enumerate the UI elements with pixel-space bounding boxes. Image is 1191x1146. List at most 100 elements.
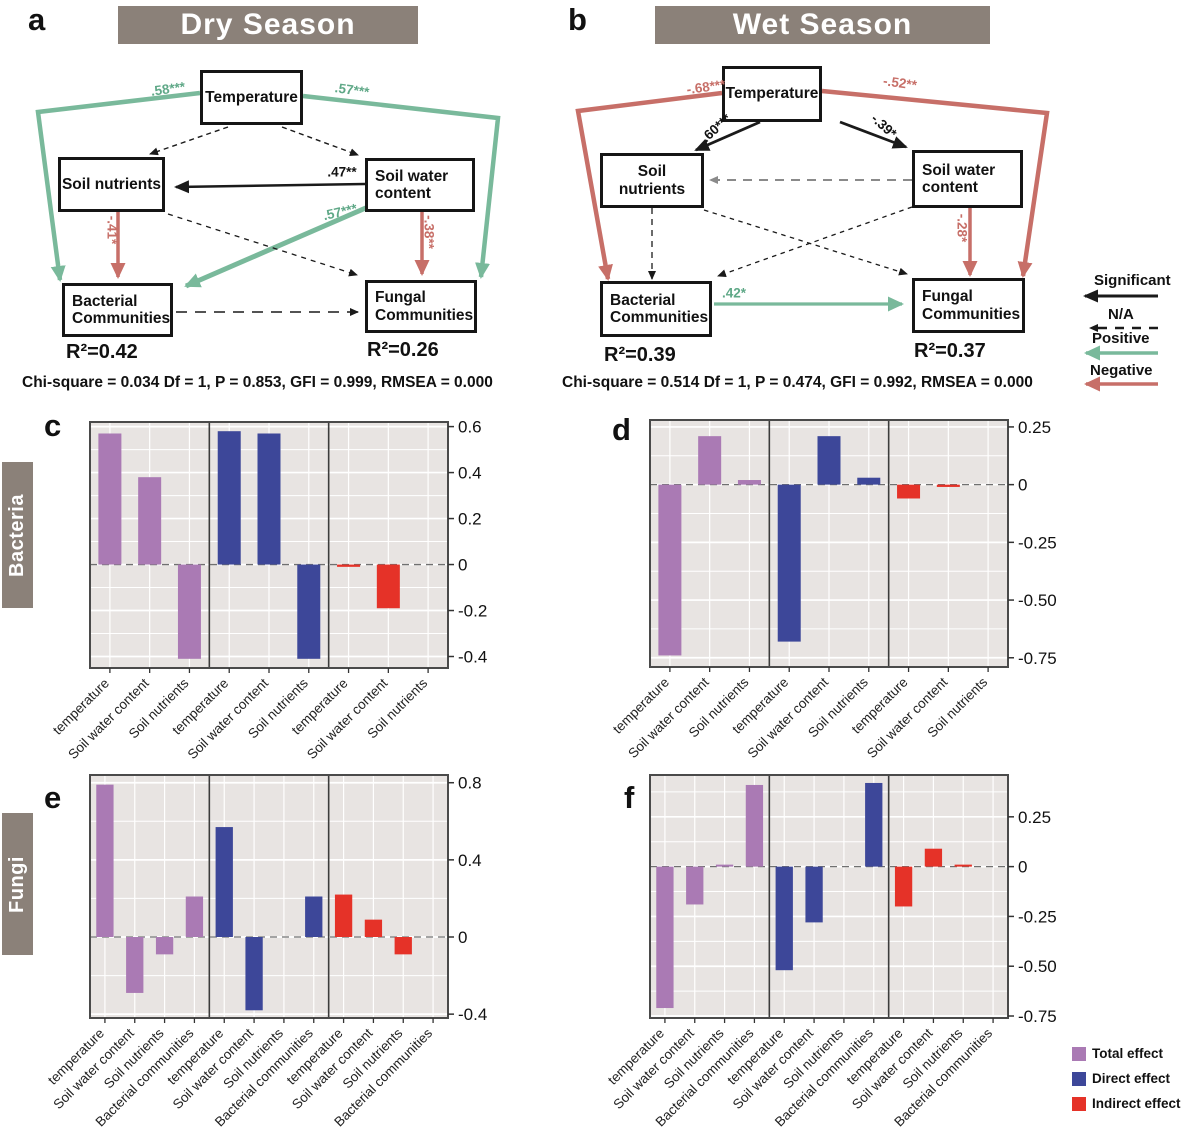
bar [96, 784, 114, 937]
panel-letter-d: d [612, 412, 631, 447]
r2-b-fungal: R²=0.37 [914, 340, 986, 362]
box-b-soil-water-content: Soil water content [912, 150, 1023, 208]
arrow-b-swc-to-bacterial-dashed [717, 206, 913, 278]
arrow-b-temperature-to-fungal [821, 88, 1050, 278]
total-effect-label: Total effect [1092, 1046, 1164, 1061]
arrow-b-temperature-to-swc [839, 120, 908, 149]
y-tick-label: -0.50 [1018, 591, 1057, 610]
legend-total-effect: Total effect [1072, 1046, 1163, 1061]
legend-na-label: N/A [1108, 306, 1134, 323]
y-tick-label: 0 [1018, 858, 1027, 877]
plot-background [90, 775, 448, 1018]
bar [297, 564, 321, 659]
bar [805, 866, 823, 923]
y-tick-label: 0.6 [458, 418, 482, 437]
r2-a-fungal: R²=0.26 [367, 339, 439, 361]
legend-positive-label: Positive [1092, 330, 1150, 347]
panel-letter-f: f [624, 780, 635, 815]
fit-statistics-dry: Chi-square = 0.034 Df = 1, P = 0.853, GF… [22, 374, 493, 391]
bar [817, 436, 841, 485]
y-tick-label: -0.25 [1018, 533, 1057, 552]
indirect-effect-swatch [1072, 1096, 1086, 1111]
y-tick-label: -0.4 [458, 1005, 487, 1024]
box-b-soil-nutrients: Soil nutrients [600, 153, 704, 208]
y-tick-label: 0.25 [1018, 808, 1051, 827]
y-tick-label: -0.2 [458, 602, 487, 621]
fungi-row-banner: Fungi [2, 813, 33, 955]
bar [376, 564, 400, 609]
bar [857, 477, 881, 485]
arrow-a-swc-to-nutrients [174, 180, 366, 194]
arrow-b-temperature-to-nutrients [694, 120, 761, 152]
bar [257, 433, 281, 565]
panel-letter-a: a [28, 2, 46, 37]
y-tick-label: 0 [1018, 476, 1027, 495]
bar [924, 848, 943, 867]
bar [215, 827, 233, 937]
panel-letter-c: c [44, 408, 62, 443]
direct-effect-label: Direct effect [1092, 1071, 1171, 1086]
bar [364, 919, 383, 937]
bar [658, 484, 682, 656]
r2-a-bacterial: R²=0.42 [66, 341, 138, 363]
bar [98, 433, 122, 565]
arrow-a-temperature-to-fungal [302, 93, 501, 279]
legend-significant-label: Significant [1094, 272, 1171, 289]
r2-b-bacterial: R²=0.39 [604, 344, 676, 366]
indirect-effect-label: Indirect effect [1092, 1096, 1181, 1111]
bar [897, 484, 921, 499]
dry-season-title: Dry Season [180, 8, 356, 41]
plot-border [89, 774, 449, 1019]
y-tick-label: -0.50 [1018, 957, 1057, 976]
y-tick-label: -0.75 [1018, 649, 1057, 668]
box-a-soil-nutrients: Soil nutrients [58, 157, 165, 212]
plot-background [650, 775, 1008, 1018]
bar [337, 564, 361, 567]
bar [745, 784, 764, 867]
box-a-temperature: Temperature [200, 70, 303, 125]
panel-letter-b: b [568, 2, 587, 37]
bar [334, 894, 353, 937]
box-a-fungal-communities: Fungal Communities [365, 280, 477, 333]
bar [245, 937, 263, 1011]
total-effect-swatch [1072, 1046, 1086, 1061]
arrow-a-temperature-to-bacterial [35, 90, 201, 282]
bar [715, 864, 734, 867]
bar [954, 864, 972, 867]
y-tick-label: 0 [458, 556, 467, 575]
sem-arrows-canvas [35, 88, 1158, 392]
fungi-row-label: Fungi [6, 855, 28, 913]
box-b-bacterial-communities: Bacterial Communities [600, 281, 712, 337]
arrow-a-temperature-to-swc-dashed [281, 126, 359, 156]
arrow-b-temperature-to-bacterial [575, 90, 723, 281]
arrow-a-temperature-to-nutrients-dashed [149, 126, 229, 156]
box-a-soil-water-content: Soil water content [365, 158, 475, 212]
y-tick-label: 0.4 [458, 464, 482, 483]
bar [865, 782, 883, 867]
arrow-a-nutrients-to-fungal-dashed [167, 213, 358, 277]
y-tick-label: 0.4 [458, 851, 482, 870]
legend-indirect-effect: Indirect effect [1072, 1096, 1181, 1111]
bar [217, 431, 241, 565]
plot-border [649, 774, 1009, 1019]
y-tick-label: -0.25 [1018, 907, 1057, 926]
bar [686, 866, 704, 905]
bar [126, 937, 144, 993]
box-a-bacterial-communities: Bacterial Communities [62, 283, 173, 337]
panel-letter-e: e [44, 780, 62, 815]
y-tick-label: 0.2 [458, 510, 482, 529]
bacteria-row-label: Bacteria [6, 493, 28, 577]
coef-b-swc-fungal: -.28* [954, 213, 970, 243]
coef-a-nutrients-bacterial: -.41* [104, 215, 120, 245]
y-tick-label: 0.8 [458, 774, 482, 793]
bar [177, 564, 201, 659]
wet-season-title: Wet Season [732, 8, 913, 41]
bar [155, 937, 174, 955]
coef-b-bacterial-fungal: .42* [721, 285, 747, 301]
bar [777, 484, 801, 642]
box-b-fungal-communities: Fungal Communities [912, 278, 1025, 333]
coef-a-swc-nutrients: .47** [327, 164, 357, 180]
